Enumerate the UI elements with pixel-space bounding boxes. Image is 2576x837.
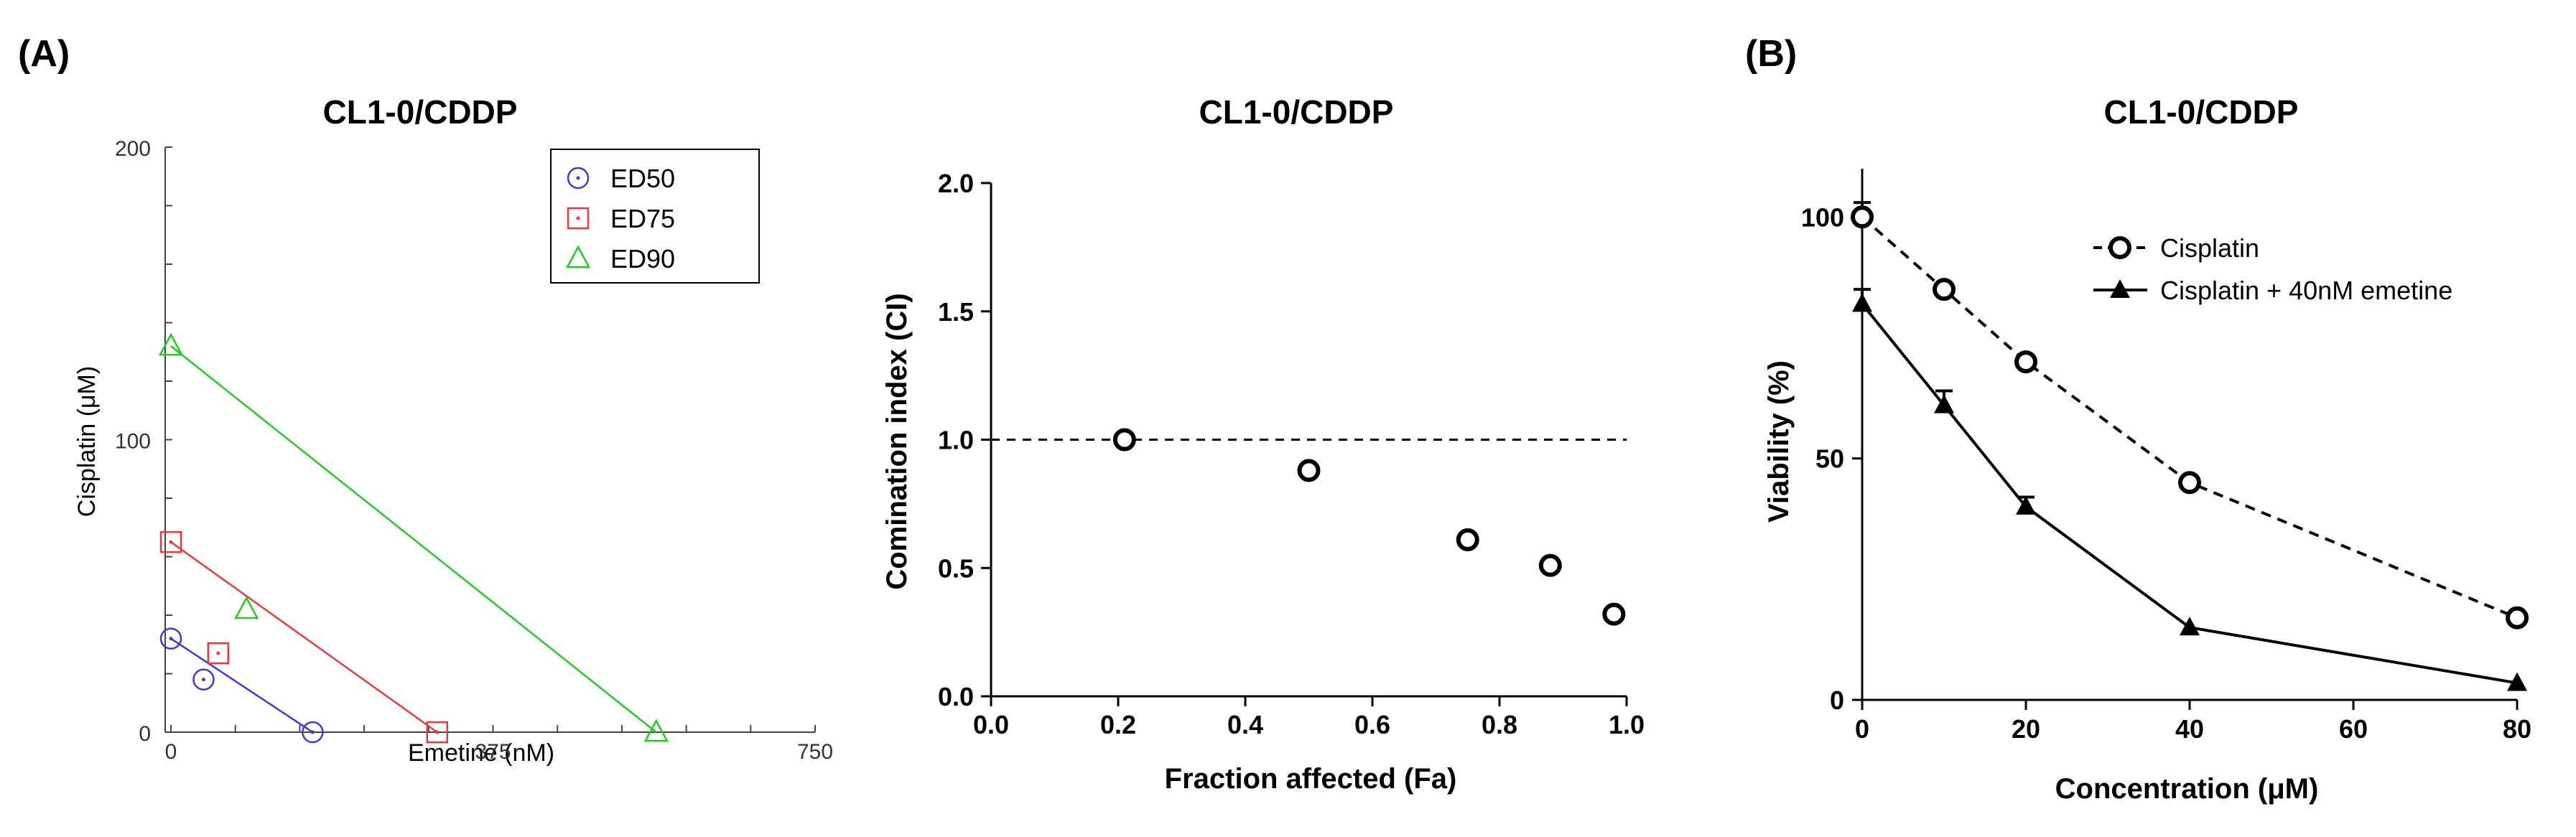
isobologram-points bbox=[158, 332, 669, 744]
viability-x-tick-label: 40 bbox=[2175, 714, 2204, 744]
ed75-legend-marker-center bbox=[576, 216, 580, 220]
cisplatin-emetine-legend-marker bbox=[2110, 279, 2130, 298]
viability-y-tick-label: 100 bbox=[1801, 202, 1844, 232]
isobologram-x-axis-title: Emetine (nM) bbox=[408, 739, 554, 767]
ci-y-tick-label: 2.0 bbox=[938, 169, 974, 198]
ed50-point bbox=[192, 668, 215, 691]
isobologram-axes: 0 100 200 0 375 750 bbox=[115, 137, 833, 764]
ed50-point bbox=[159, 627, 182, 650]
ci-x-tick-label: 0.2 bbox=[1100, 710, 1136, 739]
combination-index-x-axis-title: Fraction affected (Fa) bbox=[1165, 763, 1457, 795]
ed75-legend-marker bbox=[567, 207, 590, 230]
ed50-point-center bbox=[201, 678, 205, 682]
ci-point bbox=[1112, 428, 1136, 452]
viability-x-tick-label: 0 bbox=[1855, 714, 1869, 744]
ed50-point-center bbox=[169, 637, 173, 641]
cisplatin-point bbox=[2178, 471, 2201, 495]
combination-index-y-axis-title: Comination index (CI) bbox=[881, 293, 913, 589]
ed75-point-center bbox=[216, 651, 220, 655]
viability-y-tick-label: 0 bbox=[1830, 686, 1844, 715]
cisplatin-emetine-legend-label: Cisplatin + 40nM emetine bbox=[2160, 276, 2452, 305]
ed90-point bbox=[158, 332, 184, 356]
ed90-point bbox=[643, 719, 669, 742]
isobologram-x-tick-label: 0 bbox=[165, 740, 177, 764]
viability-legend: Cisplatin Cisplatin + 40nM emetine bbox=[2093, 233, 2452, 305]
isobologram-y-tick-label: 200 bbox=[115, 137, 151, 161]
ed50-isobole-line bbox=[170, 637, 314, 734]
isobologram-y-tick-label: 100 bbox=[115, 430, 151, 454]
combination-index-points bbox=[1112, 428, 1626, 626]
viability-x-tick-label: 60 bbox=[2339, 714, 2368, 744]
ed75-point-center bbox=[435, 730, 440, 734]
viability-x-tick-label: 80 bbox=[2503, 714, 2531, 744]
cisplatin-emetine-point bbox=[1934, 394, 1954, 413]
ci-y-tick-label: 1.5 bbox=[938, 297, 974, 327]
ed50-legend-marker-center bbox=[576, 176, 580, 180]
viability-y-tick-label: 50 bbox=[1815, 444, 1844, 474]
ed50-legend-marker bbox=[567, 167, 590, 190]
isobologram-x-tick-label: 375 bbox=[475, 740, 511, 764]
combination-index-title: CL1-0/CDDP bbox=[1199, 93, 1394, 131]
ci-point bbox=[1538, 553, 1562, 577]
ed50-point bbox=[302, 721, 324, 744]
ci-y-tick-label: 0.5 bbox=[938, 553, 974, 583]
ed90-point bbox=[234, 596, 259, 619]
ed90-legend-label: ED90 bbox=[610, 244, 675, 273]
isobologram-y-axis-title: Cisplatin (μM) bbox=[73, 366, 101, 517]
panel-label-b: (B) bbox=[1745, 33, 1797, 75]
ci-point bbox=[1602, 602, 1626, 626]
cisplatin-emetine-point bbox=[2507, 672, 2527, 691]
ci-y-tick-label: 0.0 bbox=[938, 682, 974, 711]
panel-label-a: (A) bbox=[18, 33, 70, 75]
ed75-point bbox=[207, 642, 230, 665]
ed75-isobole-line bbox=[170, 541, 438, 734]
combination-index-chart: CL1-0/CDDP Fraction affected (Fa) Comina… bbox=[881, 93, 1645, 795]
isobologram-chart: CL1-0/CDDP Emetine (nM) Cisplatin (μM) 0… bbox=[73, 93, 833, 767]
ci-point bbox=[1456, 528, 1479, 551]
isobologram-lines bbox=[170, 345, 657, 734]
cisplatin-emetine-point bbox=[1852, 293, 1872, 312]
viability-chart: CL1-0/CDDP Concentration (μM) Viability … bbox=[1763, 93, 2531, 805]
ed90-isobole-line bbox=[170, 345, 657, 733]
ci-x-tick-label: 0.4 bbox=[1227, 710, 1263, 739]
viability-axes: 0 50 100 0 20 40 60 80 bbox=[1801, 169, 2531, 744]
cisplatin-emetine-point bbox=[2016, 495, 2036, 515]
cisplatin-emetine-point bbox=[2180, 617, 2200, 636]
ed50-point-center bbox=[310, 730, 315, 734]
ci-x-tick-label: 1.0 bbox=[1609, 710, 1645, 739]
ed50-legend-label: ED50 bbox=[610, 164, 675, 193]
isobologram-x-tick-label: 750 bbox=[797, 740, 833, 764]
cisplatin-legend-label: Cisplatin bbox=[2160, 233, 2259, 263]
cisplatin-line bbox=[1861, 215, 2518, 619]
isobologram-y-tick-label: 0 bbox=[139, 722, 151, 746]
cisplatin-point bbox=[1933, 278, 1956, 301]
isobologram-legend: ED50 ED75 ED90 bbox=[550, 149, 760, 284]
cisplatin-point bbox=[2506, 606, 2529, 630]
cisplatin-legend-marker bbox=[2108, 236, 2131, 259]
ed75-point-center bbox=[169, 540, 173, 544]
viability-series bbox=[1851, 201, 2529, 691]
isobologram-title: CL1-0/CDDP bbox=[323, 93, 518, 131]
combination-index-axes: 0.0 0.5 1.0 1.5 2.0 0.0 0.2 0.4 0.6 0.8 1.0 bbox=[938, 169, 1645, 739]
ci-point bbox=[1297, 459, 1321, 482]
ed75-legend-label: ED75 bbox=[610, 204, 675, 233]
viability-y-axis-title: Viability (%) bbox=[1763, 360, 1795, 523]
ci-y-tick-label: 1.0 bbox=[938, 426, 974, 455]
viability-x-axis-title: Concentration (μM) bbox=[2055, 773, 2319, 805]
viability-x-tick-label: 20 bbox=[2012, 714, 2040, 744]
ci-x-tick-label: 0.8 bbox=[1482, 710, 1517, 739]
ed75-point bbox=[426, 721, 449, 744]
cisplatin-point bbox=[2014, 350, 2037, 374]
ci-x-tick-label: 0.0 bbox=[973, 710, 1009, 739]
viability-title: CL1-0/CDDP bbox=[2104, 93, 2299, 131]
ed75-point bbox=[159, 530, 182, 553]
ed90-legend-marker bbox=[565, 245, 591, 268]
ci-x-tick-label: 0.6 bbox=[1354, 710, 1390, 739]
cisplatin-point bbox=[1851, 205, 1874, 229]
